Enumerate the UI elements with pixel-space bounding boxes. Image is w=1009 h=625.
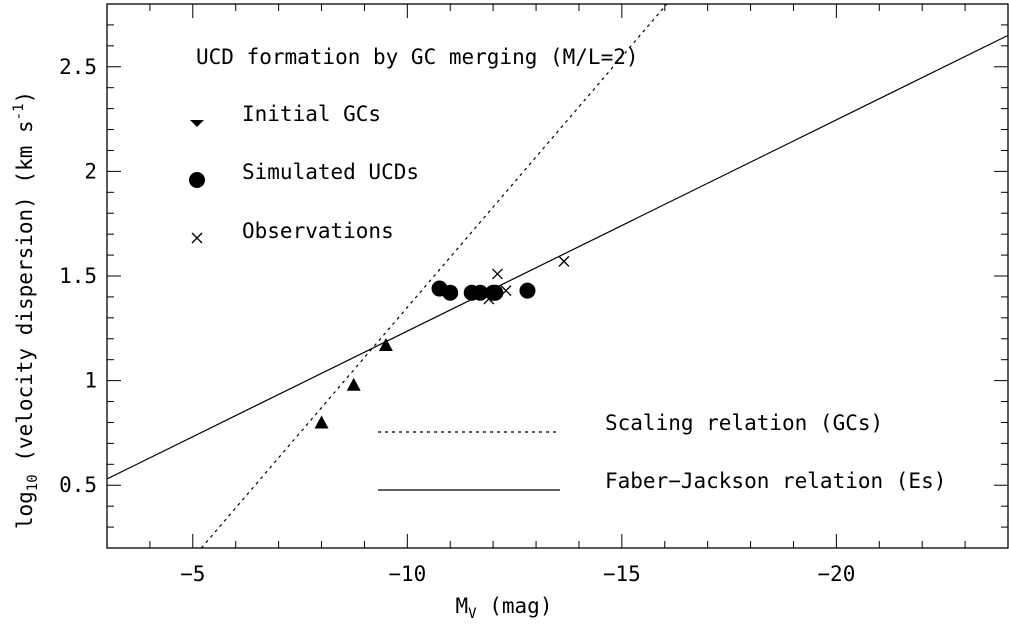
legend-circle-marker — [189, 172, 205, 188]
x-tick-label: −15 — [603, 562, 641, 586]
legend-label-simulated-ucds: Simulated UCDs — [242, 160, 419, 184]
legend-triangle-marker — [190, 120, 204, 127]
y-axis-title: log10 (velocity dispersion) (km s-1) — [11, 91, 41, 529]
x-tick-label: −10 — [388, 562, 426, 586]
relation-lines — [107, 4, 1008, 548]
x-tick-label: −5 — [180, 562, 205, 586]
x-axis-title: MV (mag) — [456, 594, 553, 622]
scaling-relation-line — [200, 4, 668, 548]
initial-gc-point — [346, 377, 361, 391]
simulated-ucd-point — [519, 282, 536, 299]
initial-gc-point — [378, 338, 393, 352]
axes-layer: −5 −10 −15 −20 0.5 1 1.5 2 2.5 — [59, 3, 1009, 586]
legend-scaling-relation: Scaling relation (GCs) — [378, 411, 883, 435]
initial-gc-point — [314, 415, 329, 429]
y-tick-label: 2.5 — [59, 55, 97, 79]
observation-point — [558, 255, 570, 267]
legend-label-scaling-relation: Scaling relation (GCs) — [605, 411, 883, 435]
simulated-ucd-point — [472, 284, 489, 301]
legend-label-observations: Observations — [242, 219, 394, 243]
legend-cross-marker — [191, 232, 203, 244]
observation-point — [483, 293, 495, 305]
y-tick-label: 2 — [84, 159, 97, 183]
x-tick-label: −20 — [817, 562, 855, 586]
observation-point — [500, 285, 512, 297]
legend-observations: Observations — [191, 219, 394, 244]
y-tick-label: 1.5 — [59, 264, 97, 288]
legend-simulated-ucds: Simulated UCDs — [189, 160, 419, 188]
faber-jackson-line — [107, 34, 1008, 480]
legend-label-initial-gcs: Initial GCs — [242, 102, 381, 126]
legend-label-faber-jackson: Faber−Jackson relation (Es) — [605, 469, 946, 493]
chart-title: UCD formation by GC merging (M/L=2) — [196, 45, 639, 69]
legend-faber-jackson: Faber−Jackson relation (Es) — [378, 469, 946, 493]
simulated-ucd-point — [442, 284, 459, 301]
y-tick-label: 0.5 — [59, 473, 97, 497]
legend-initial-gcs: Initial GCs — [190, 102, 381, 127]
y-tick-label: 1 — [84, 369, 97, 393]
observation-point — [491, 268, 503, 280]
plot-frame — [106, 3, 1009, 549]
data-points — [314, 255, 570, 429]
